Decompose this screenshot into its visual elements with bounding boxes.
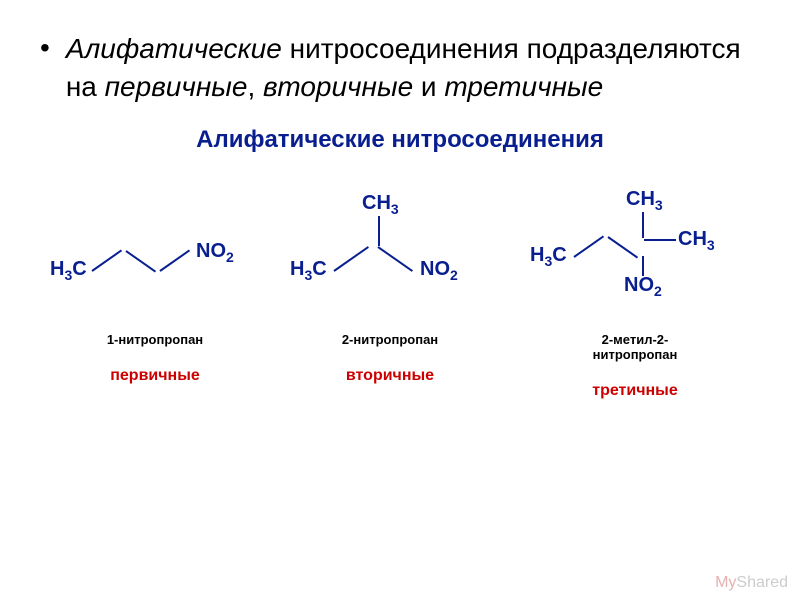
bond-1b — [125, 250, 156, 272]
bullet-icon: • — [40, 30, 50, 66]
atom-ch3-top: CH3 — [362, 192, 399, 217]
formula-2: CH3 H3C NO2 — [280, 184, 500, 314]
bond-2b — [377, 246, 413, 272]
bond-3c — [644, 239, 676, 241]
intro-comma: , — [247, 71, 263, 102]
molecule-1: H3C NO2 1-нитропропан первичные — [50, 184, 260, 385]
atom-h3c: H3C — [530, 244, 567, 269]
molecule-2: CH3 H3C NO2 2-нитропропан вторичные — [280, 184, 500, 385]
watermark-my: My — [715, 574, 736, 591]
atom-ch3-right: CH3 — [678, 228, 715, 253]
atom-no2: NO2 — [420, 258, 458, 283]
mol-name-2: 2-нитропропан — [280, 332, 500, 347]
atom-no2: NO2 — [196, 240, 234, 265]
bond-1a — [91, 249, 122, 271]
molecules-row: H3C NO2 1-нитропропан первичные CH3 H3C … — [40, 184, 760, 400]
bond-3b — [607, 236, 638, 258]
bond-3v — [642, 212, 644, 238]
atom-ch3-top: CH3 — [626, 188, 663, 213]
mol-class-3: третичные — [520, 382, 750, 400]
bond-2a — [333, 246, 369, 272]
mol-name-3: 2-метил-2- нитропропан — [520, 332, 750, 362]
intro-part1: первичные — [105, 71, 248, 102]
section-title: Алифатические нитросоединения — [40, 126, 760, 154]
intro-section: • Алифатические нитросоединения подразде… — [40, 30, 760, 106]
intro-part2: вторичные — [263, 71, 413, 102]
molecule-3: CH3 H3C CH3 NO2 2-метил-2- нитропропан т… — [520, 184, 750, 400]
mol-class-1: первичные — [50, 367, 260, 385]
watermark-shared: Shared — [736, 574, 788, 591]
bond-3v2 — [642, 256, 644, 276]
bond-3a — [573, 235, 604, 257]
formula-3: CH3 H3C CH3 NO2 — [520, 184, 750, 314]
atom-h3c: H3C — [50, 258, 87, 283]
intro-prefix: Алифатические — [66, 33, 282, 64]
mol-name-1: 1-нитропропан — [50, 332, 260, 347]
bond-1c — [159, 249, 190, 271]
mol-class-2: вторичные — [280, 367, 500, 385]
intro-text: Алифатические нитросоединения подразделя… — [66, 30, 760, 106]
formula-1: H3C NO2 — [50, 184, 260, 314]
intro-and: и — [413, 71, 444, 102]
watermark: MyShared — [715, 574, 788, 592]
bond-2v — [378, 216, 380, 246]
atom-h3c: H3C — [290, 258, 327, 283]
intro-part3: третичные — [444, 71, 603, 102]
atom-no2: NO2 — [624, 274, 662, 299]
